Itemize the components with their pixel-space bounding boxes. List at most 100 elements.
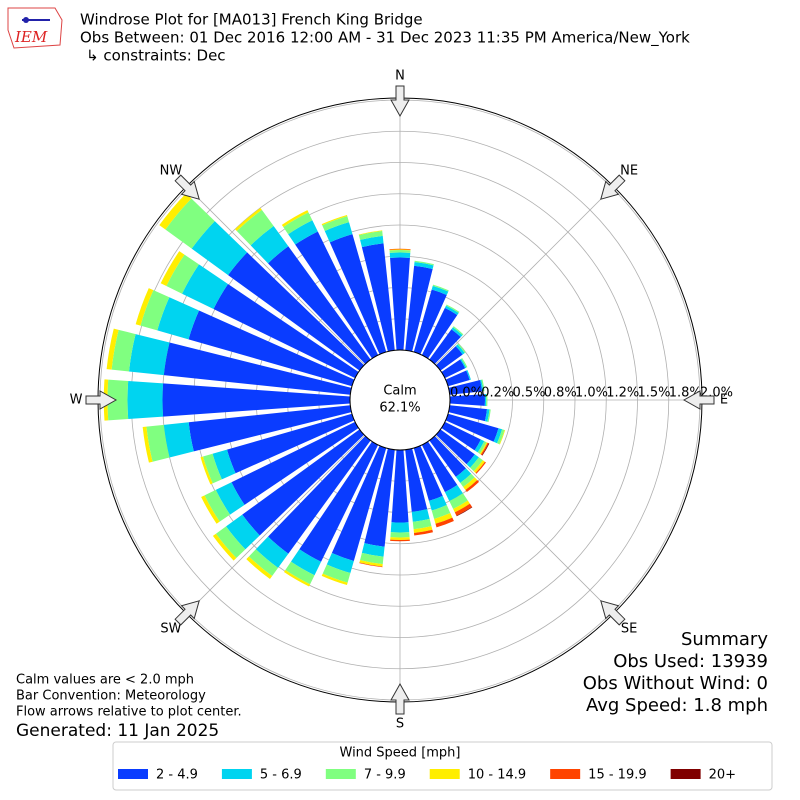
bar-segment: [201, 495, 220, 524]
bar-segment: [487, 409, 491, 423]
bar-segment: [215, 482, 245, 515]
bar-segment: [473, 460, 485, 473]
bar-segment: [413, 526, 433, 534]
flow-arrow: [390, 85, 410, 118]
bar-segment: [358, 230, 383, 240]
bar-segment: [413, 289, 447, 355]
bar-segment: [215, 526, 246, 559]
summary-line: Summary: [681, 629, 768, 650]
bar-segment: [421, 441, 458, 493]
bar-segment: [295, 231, 379, 359]
bar-segment: [390, 532, 410, 538]
x-tick-label: SW: [160, 622, 181, 637]
x-tick-label: NE: [620, 163, 638, 178]
bar-segment: [135, 288, 154, 326]
bar-segment: [390, 539, 410, 542]
flow-arrow: [600, 600, 626, 626]
bar-segment: [431, 285, 449, 295]
bar-segment: [466, 454, 479, 468]
legend-swatch: [550, 769, 581, 779]
flow-arrow: [600, 174, 626, 200]
bar-segment: [163, 342, 352, 395]
bar-segment: [414, 260, 434, 266]
logo-outline: [7, 7, 63, 49]
bar-segment: [441, 421, 481, 451]
bar-segment: [191, 221, 248, 276]
bar-segment: [204, 489, 231, 522]
bar-segment: [484, 409, 490, 422]
bar-segment: [448, 380, 483, 395]
legend-swatch: [118, 769, 148, 779]
flow-arrow: [390, 682, 410, 715]
legend-label: 15 - 19.9: [588, 768, 646, 783]
bar-segment: [452, 326, 464, 336]
bar-segment: [283, 212, 313, 235]
bar-segment: [414, 262, 434, 270]
y-tick-label: 0.8%: [544, 386, 577, 401]
bar-segment: [163, 422, 194, 458]
flow-arrow-shape: [390, 85, 410, 118]
bar-segment: [331, 445, 387, 562]
chart-title: Windrose Plot for [MA013] French King Br…: [80, 11, 423, 29]
bar-segment: [480, 442, 489, 456]
bar-segment: [463, 477, 478, 491]
bar-segment: [475, 461, 486, 474]
bar-segment: [188, 405, 352, 452]
bar-segment: [413, 445, 443, 501]
note: Flow arrows relative to plot center.: [16, 705, 242, 720]
bar-segment: [470, 457, 483, 472]
bar-segment: [329, 234, 387, 355]
flow-arrow: [682, 390, 715, 410]
bar-segment: [445, 413, 499, 442]
bar-segment: [360, 552, 384, 565]
bar-segment: [285, 561, 315, 585]
bar-segment: [160, 251, 185, 287]
summary-line: Obs Used: 13939: [613, 651, 768, 672]
bar-segment: [456, 506, 473, 517]
bar-segment: [290, 549, 322, 576]
flow-arrow: [174, 174, 200, 200]
bar-segment: [159, 193, 192, 230]
bar-segment: [321, 214, 348, 226]
y-tick-label: 0.2%: [481, 386, 514, 401]
logo-text: IEM: [14, 28, 48, 46]
legend-swatch: [221, 769, 252, 779]
bar-segment: [431, 505, 451, 519]
bar-segment: [465, 480, 480, 493]
flow-arrow-shape: [174, 600, 200, 626]
bar-segment: [429, 435, 466, 477]
bar-segment: [435, 346, 463, 371]
x-tick-label: N: [395, 69, 405, 84]
bar-segment: [322, 216, 350, 231]
bar-segment: [390, 257, 410, 351]
bar-segment: [140, 290, 170, 331]
bar-segment: [268, 435, 371, 554]
bar-segment: [389, 252, 411, 258]
note: Bar Convention: Meteorology: [16, 689, 206, 704]
bar-segment: [162, 383, 351, 417]
flow-arrow: [174, 600, 200, 626]
y-tick-label: 0.5%: [513, 386, 546, 401]
bar-segment: [228, 252, 365, 371]
legend-swatch: [325, 769, 356, 779]
grid-spoke: [435, 435, 614, 614]
bar-segment: [389, 248, 411, 250]
x-tick-label: E: [720, 393, 728, 408]
bar-segment: [499, 429, 506, 445]
x-tick-label: NW: [160, 163, 183, 178]
bar-segment: [166, 254, 199, 294]
bar-segment: [411, 509, 430, 522]
bar-segment: [242, 429, 365, 536]
bar-segment: [288, 220, 318, 245]
bar-segment: [432, 284, 449, 292]
bar-segment: [236, 209, 274, 246]
bar-segment: [389, 249, 411, 251]
bar-segment: [451, 327, 463, 338]
bar-segment: [480, 379, 484, 392]
bar-segment: [445, 370, 470, 387]
flow-arrow-shape: [600, 174, 626, 200]
y-tick-label: 1.2%: [606, 386, 639, 401]
bar-segment: [248, 549, 279, 576]
bar-segment: [413, 529, 433, 536]
bar-segment: [157, 297, 200, 340]
